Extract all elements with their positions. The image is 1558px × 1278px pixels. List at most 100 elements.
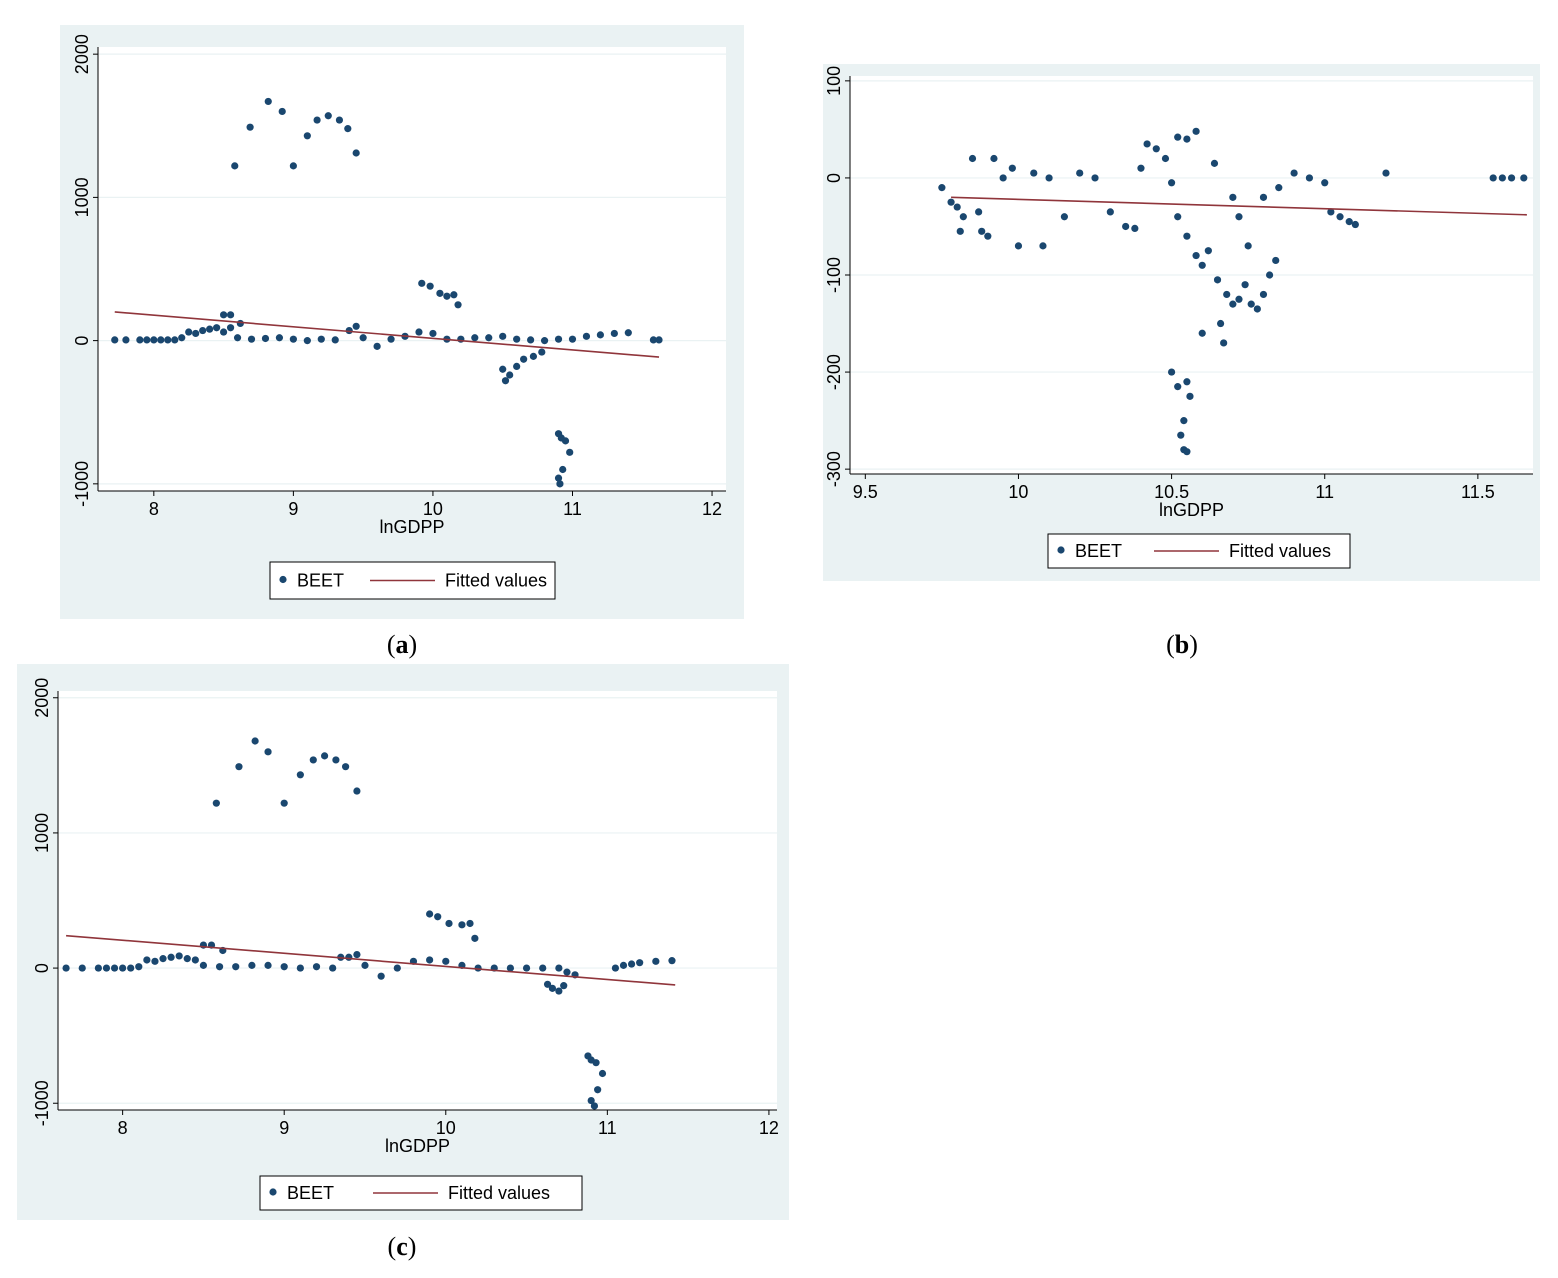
beet-point bbox=[78, 964, 86, 972]
beet-point bbox=[309, 756, 317, 764]
beet-point bbox=[232, 963, 240, 971]
beet-point bbox=[538, 348, 546, 356]
y-tick-label: 0 bbox=[72, 336, 92, 346]
beet-point bbox=[499, 332, 507, 340]
beet-point bbox=[1275, 184, 1283, 192]
beet-point bbox=[1351, 220, 1359, 229]
beet-point bbox=[296, 771, 304, 779]
beet-point bbox=[303, 337, 311, 345]
beet-point bbox=[192, 329, 200, 338]
beet-point bbox=[167, 953, 175, 961]
x-tick-label: 10 bbox=[436, 1118, 456, 1138]
beet-point bbox=[164, 336, 172, 344]
beet-point bbox=[1060, 213, 1068, 221]
beet-point bbox=[984, 232, 992, 240]
beet-point bbox=[1241, 281, 1249, 289]
beet-point bbox=[956, 227, 964, 235]
beet-point bbox=[540, 337, 549, 345]
beet-point bbox=[185, 328, 193, 336]
legend-fit-label: Fitted values bbox=[1229, 541, 1331, 561]
x-axis-label: lnGDPP bbox=[1159, 500, 1224, 520]
legend-beet-label: BEET bbox=[297, 571, 344, 591]
x-axis-label: lnGDPP bbox=[385, 1136, 450, 1156]
x-tick-label: 9.5 bbox=[853, 482, 878, 502]
chart-b: -300 -200 -100 0 100 9.5 10 10.5 11 11.5 lnGDPP BEE… bbox=[824, 66, 1533, 569]
beet-point bbox=[1143, 140, 1151, 148]
beet-point bbox=[345, 953, 353, 961]
beet-point bbox=[1382, 169, 1390, 177]
beet-point bbox=[1167, 368, 1176, 376]
beet-point bbox=[527, 336, 535, 344]
x-tick-label: 8 bbox=[149, 499, 159, 519]
beet-point bbox=[1198, 261, 1206, 269]
beet-point bbox=[499, 365, 507, 373]
beet-point bbox=[264, 748, 272, 756]
x-tick-label: 11 bbox=[1315, 482, 1334, 502]
beet-point bbox=[373, 342, 381, 350]
beet-point bbox=[990, 154, 998, 163]
beet-point bbox=[1259, 290, 1268, 299]
legend-beet-label: BEET bbox=[1075, 541, 1122, 561]
beet-point bbox=[1244, 242, 1252, 250]
legend-beet-marker bbox=[269, 1188, 277, 1196]
beet-point bbox=[1210, 159, 1219, 167]
beet-point bbox=[1174, 133, 1182, 141]
panel-a: -1000 0 1000 2000 8 9 10 11 12 lnGDPP BEET Fitted v… bbox=[60, 25, 744, 619]
beet-point bbox=[313, 116, 321, 124]
beet-point bbox=[1204, 247, 1212, 255]
beet-point bbox=[1192, 127, 1200, 135]
beet-point bbox=[296, 964, 304, 972]
beet-point bbox=[1076, 169, 1084, 177]
legend-box bbox=[259, 1175, 583, 1211]
beet-point bbox=[119, 964, 127, 972]
beet-point bbox=[1198, 329, 1206, 337]
beet-point bbox=[236, 319, 244, 328]
beet-point bbox=[454, 301, 462, 309]
beet-point bbox=[387, 335, 395, 343]
chart-a: -1000 0 1000 2000 8 9 10 11 12 lnGDPP BEET Fitted v… bbox=[72, 34, 726, 600]
panel-b: -300 -200 -100 0 100 9.5 10 10.5 11 11.5 lnGDPP BEE… bbox=[823, 64, 1540, 581]
beet-point bbox=[1507, 174, 1516, 182]
beet-point bbox=[594, 1086, 602, 1094]
y-tick-label: 2000 bbox=[72, 34, 92, 74]
fitted-values-line bbox=[951, 196, 1527, 216]
beet-point bbox=[157, 336, 165, 344]
beet-point bbox=[226, 324, 235, 332]
beet-point bbox=[220, 328, 228, 336]
x-tick-label: 12 bbox=[702, 499, 722, 519]
beet-point bbox=[938, 184, 946, 192]
legend-fit-label: Fitted values bbox=[445, 571, 547, 591]
beet-point bbox=[968, 154, 977, 163]
beet-point bbox=[506, 964, 515, 972]
beet-point bbox=[1327, 208, 1335, 216]
beet-point bbox=[199, 961, 208, 969]
beet-point bbox=[231, 162, 239, 170]
beet-point bbox=[513, 335, 521, 343]
beet-point bbox=[352, 322, 360, 330]
beet-point bbox=[1213, 276, 1222, 284]
beet-point bbox=[636, 959, 644, 967]
beet-point bbox=[582, 332, 591, 340]
beet-point bbox=[278, 107, 286, 116]
beet-point bbox=[62, 964, 70, 972]
beet-point bbox=[1045, 174, 1053, 182]
beet-point bbox=[1235, 213, 1243, 221]
beet-point bbox=[1131, 224, 1139, 233]
beet-point bbox=[150, 336, 158, 344]
fitted-values-line bbox=[114, 311, 660, 358]
beet-point bbox=[959, 213, 967, 221]
beet-point bbox=[1259, 193, 1268, 201]
x-tick-label: 11 bbox=[563, 499, 582, 519]
beet-point bbox=[563, 968, 571, 976]
fitted-values-line bbox=[66, 934, 676, 986]
y-tick-label: -1000 bbox=[72, 461, 92, 507]
beet-point bbox=[596, 331, 605, 339]
beet-point bbox=[264, 97, 272, 106]
legend-beet-label: BEET bbox=[287, 1183, 334, 1203]
beet-point bbox=[561, 437, 570, 445]
beet-point bbox=[443, 292, 451, 300]
beet-point bbox=[611, 964, 620, 972]
beet-point bbox=[1167, 179, 1176, 187]
beet-point bbox=[668, 957, 676, 965]
beet-point bbox=[426, 956, 434, 964]
